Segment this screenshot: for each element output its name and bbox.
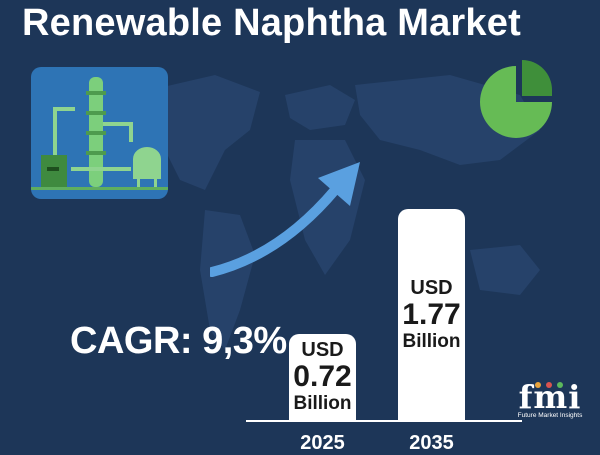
bar-2035: USD 1.77 Billion [398, 209, 465, 420]
cagr-label: CAGR: 9,3% [70, 320, 287, 362]
logo-dots-icon [535, 382, 563, 388]
bar-label-unit: Billion [293, 393, 352, 414]
bar-label-prefix: USD [410, 276, 453, 299]
refinery-icon [31, 77, 168, 190]
x-tick-2025: 2025 [300, 432, 345, 454]
bar-label-value: 1.77 [402, 297, 461, 331]
refinery-illustration [31, 67, 168, 199]
chart-baseline [246, 420, 522, 422]
logo-mark: fmi [518, 378, 582, 416]
fmi-logo: fmi Future Market Insights [512, 378, 588, 420]
logo-subtitle: Future Market Insights [517, 412, 583, 419]
bar-label-value: 0.72 [293, 360, 352, 393]
growth-arrow-icon [210, 162, 360, 277]
bar-label-unit: Billion [402, 330, 461, 352]
pie-chart-icon [480, 60, 552, 138]
bar-2025: USD 0.72 Billion [289, 334, 356, 420]
page-title: Renewable Naphtha Market [22, 2, 521, 44]
bar-label-prefix: USD [301, 339, 344, 361]
x-tick-2035: 2035 [409, 432, 454, 454]
